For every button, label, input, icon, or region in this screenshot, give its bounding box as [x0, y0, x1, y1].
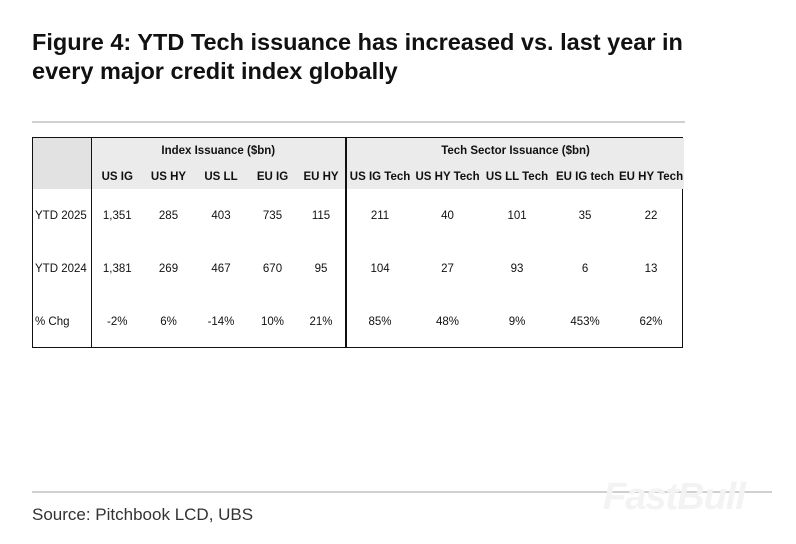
column-header: US LL: [194, 164, 248, 189]
table-cell: -14%: [207, 315, 235, 328]
table-cell: 101: [507, 209, 527, 222]
group-header-tech: Tech Sector Issuance ($bn): [345, 138, 685, 164]
table-cell: 62%: [639, 315, 663, 328]
issuance-table-grid: Index Issuance ($bn) Tech Sector Issuanc…: [33, 138, 685, 348]
table-cell: -2%: [90, 295, 143, 348]
row-label: % Chg: [35, 315, 70, 328]
table-cell: 35: [578, 209, 592, 222]
table-cell: 6: [581, 262, 589, 275]
table-cell: 13: [644, 262, 658, 275]
table-cell: 1,381: [90, 242, 143, 295]
column-header: EU HY: [297, 164, 347, 189]
bottom-rule: [32, 491, 772, 493]
watermark-logo: FastBull: [603, 476, 746, 518]
table-cell: 735: [262, 209, 283, 222]
table-cell: 93: [510, 262, 524, 275]
row-label: YTD 2024: [35, 262, 87, 275]
column-header: US IG: [90, 164, 143, 189]
table-cell: 467: [211, 262, 231, 275]
table-row: YTD 2025 1,351 285 403 735 115 211 40 10…: [33, 189, 684, 242]
table-cell: 115: [311, 209, 331, 222]
table-cell: 670: [262, 262, 283, 275]
table-cell: 104: [345, 242, 414, 295]
issuance-table: Index Issuance ($bn) Tech Sector Issuanc…: [32, 137, 685, 348]
source-note: Source: Pitchbook LCD, UBS: [32, 505, 254, 524]
figure-title: Figure 4: YTD Tech issuance has increase…: [32, 29, 683, 84]
table-cell: 453%: [570, 315, 600, 328]
table-row: YTD 2024 1,381 269 467 670 95 104 27 93 …: [33, 242, 684, 295]
table-cell: 6%: [160, 315, 177, 328]
table-cell: 211: [345, 189, 414, 242]
column-header: US IG Tech: [345, 164, 414, 189]
table-cell: 48%: [436, 315, 460, 328]
group-header-index: Index Issuance ($bn): [90, 138, 347, 164]
table-cell: 1,351: [90, 189, 143, 242]
column-header-row: US IG US HY US LL EU IG EU HY US IG Tech…: [33, 164, 685, 189]
column-header: US HY: [143, 164, 194, 189]
table-cell: 22: [644, 209, 658, 222]
table-cell: 95: [314, 262, 328, 275]
column-header: EU IG: [248, 164, 297, 189]
table-cell: 40: [441, 209, 454, 222]
table-cell: 285: [158, 209, 179, 222]
table-cell: 403: [211, 209, 231, 222]
table-cell: 21%: [309, 315, 333, 328]
column-header: EU HY Tech: [618, 164, 685, 189]
table-row: % Chg -2% 6% -14% 10% 21% 85% 48% 9% 453…: [33, 295, 684, 348]
group-header-row: Index Issuance ($bn) Tech Sector Issuanc…: [33, 138, 685, 189]
column-header: US HY Tech: [413, 164, 483, 189]
table-cell: 85%: [345, 295, 414, 348]
row-label: YTD 2025: [35, 209, 87, 222]
corner-cell: [33, 138, 91, 189]
table-cell: 10%: [260, 315, 285, 328]
table-cell: 27: [441, 262, 454, 275]
column-header: US LL Tech: [482, 164, 553, 189]
column-header: EU IG tech: [552, 164, 619, 189]
table-cell: 269: [158, 262, 179, 275]
table-cell: 9%: [508, 315, 526, 328]
top-rule: [32, 121, 685, 123]
